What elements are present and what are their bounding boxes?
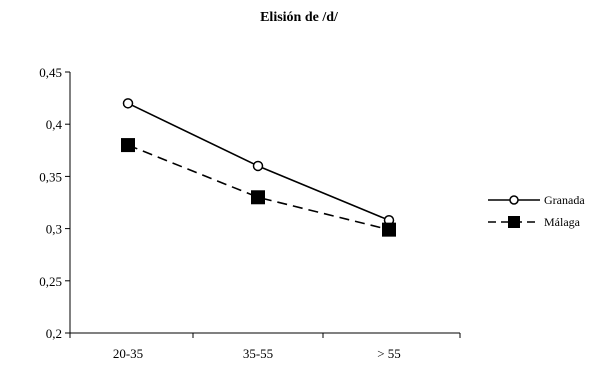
legend: Granada Málaga bbox=[488, 193, 585, 229]
data-point bbox=[252, 160, 264, 172]
series-granada bbox=[122, 98, 395, 226]
y-tick-label: 0,35 bbox=[39, 169, 62, 184]
chart-title: Elisión de /d/ bbox=[260, 10, 338, 25]
y-tick-label: 0,3 bbox=[46, 222, 62, 237]
legend-marker bbox=[508, 216, 520, 228]
x-tick-label: 20-35 bbox=[113, 346, 143, 361]
series-m-laga bbox=[121, 138, 396, 237]
data-point bbox=[382, 222, 396, 237]
y-tick-label: 0,4 bbox=[46, 117, 63, 132]
data-point bbox=[121, 138, 135, 153]
x-tick-label: > 55 bbox=[377, 346, 401, 361]
legend-label: Granada bbox=[544, 193, 585, 207]
axes: 0,45 0,4 0,35 0,3 0,25 0,2 20-35 35-55 > 55 bbox=[39, 65, 461, 361]
y-tick-label: 0,45 bbox=[39, 65, 62, 80]
y-tick-label: 0,2 bbox=[46, 326, 62, 341]
series-line bbox=[127, 144, 390, 231]
series-layer bbox=[121, 98, 396, 237]
x-tick-label: 35-55 bbox=[243, 346, 273, 361]
legend-label: Málaga bbox=[544, 215, 581, 229]
legend-item: Málaga bbox=[488, 215, 581, 229]
legend-marker bbox=[509, 195, 519, 205]
y-tick-label: 0,25 bbox=[39, 274, 62, 289]
legend-item: Granada bbox=[488, 193, 585, 207]
data-point bbox=[122, 98, 134, 109]
data-point bbox=[251, 190, 265, 205]
